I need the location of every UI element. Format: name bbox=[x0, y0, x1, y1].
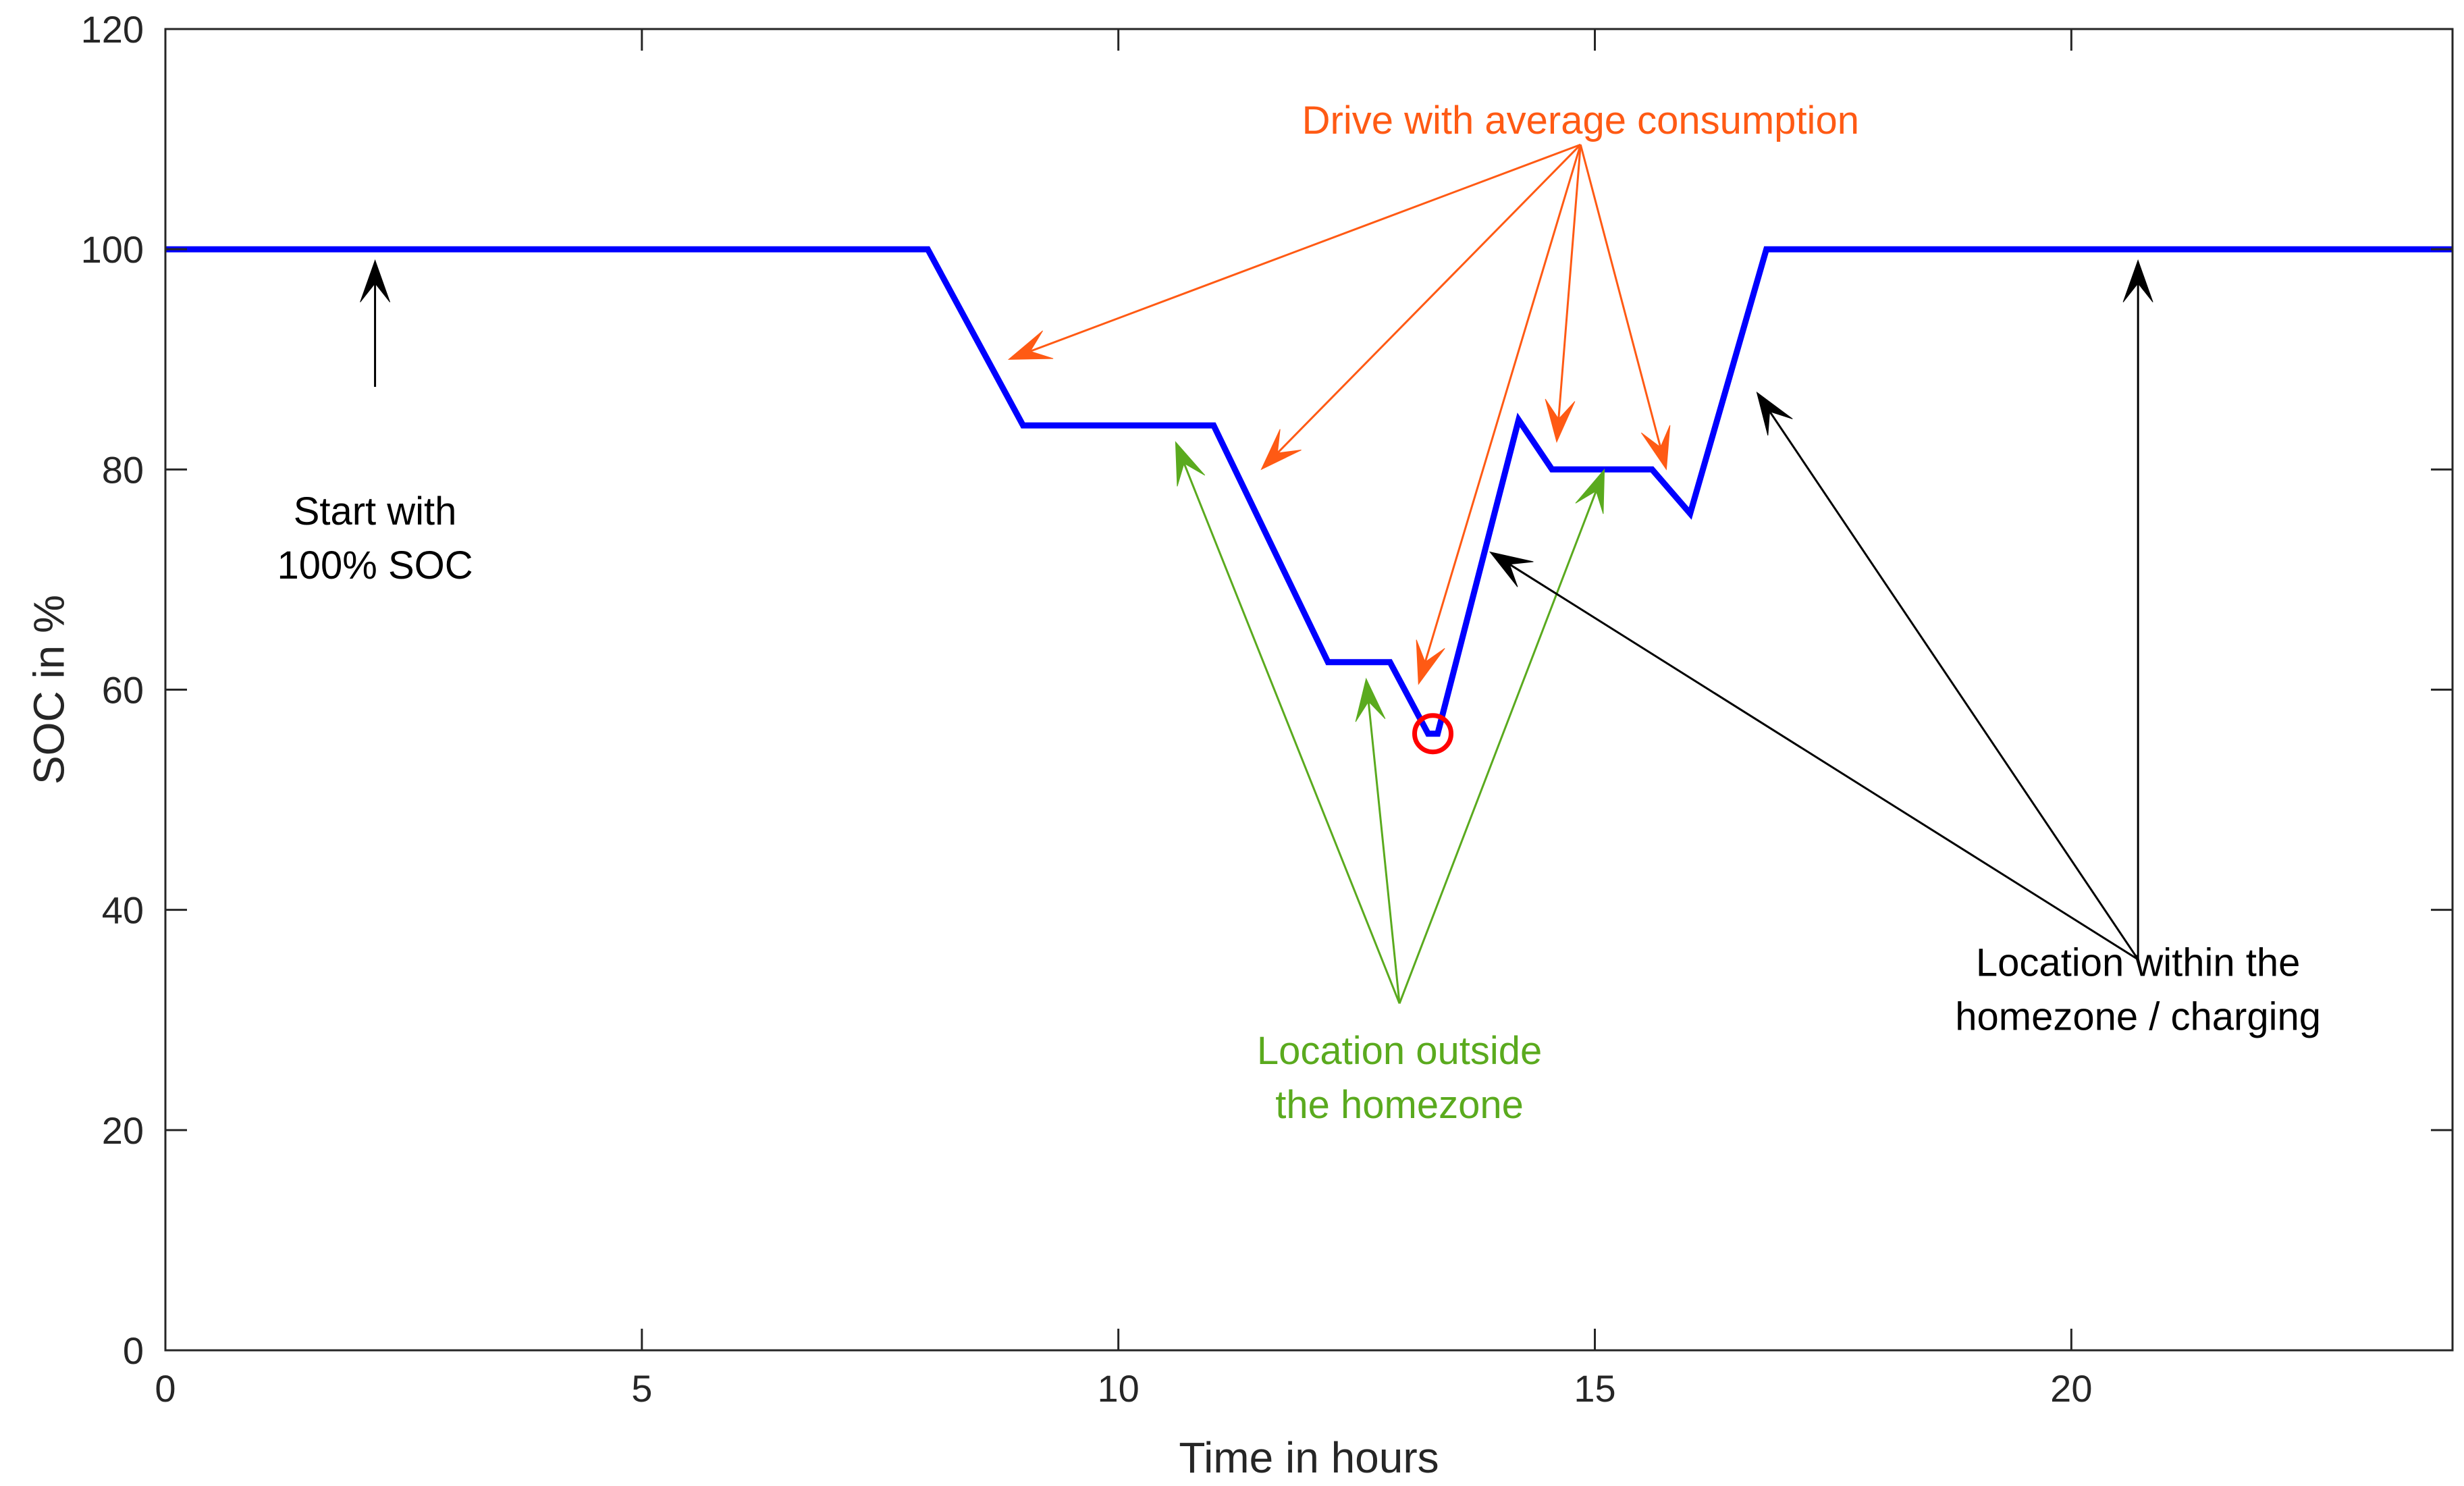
annotations: Start with 100% SOC Drive with average con… bbox=[277, 99, 2321, 1127]
arrow-within-3-head bbox=[2122, 259, 2153, 302]
arrow-within-2-head bbox=[1756, 391, 1793, 436]
annotation-start-label: Start with 100% SOC bbox=[277, 489, 473, 587]
axes: 0 5 10 15 20 0 20 40 60 80 100 120 bbox=[81, 8, 2454, 1410]
minimum-soc-marker bbox=[1412, 713, 1454, 755]
y-tick-label-120: 120 bbox=[81, 8, 144, 51]
arrow-drive-2-shaft bbox=[1277, 144, 1582, 454]
arrow-outside-2-shaft bbox=[1367, 701, 1401, 1004]
arrow-start-1 bbox=[360, 259, 391, 388]
annotation-drive-label: Drive with average consumption bbox=[1302, 99, 1859, 142]
y-tick-label-60: 60 bbox=[102, 669, 144, 712]
annotation-outside-line-1: Location outside bbox=[1257, 1029, 1542, 1073]
y-tick-label-40: 40 bbox=[102, 889, 144, 932]
plot-area bbox=[165, 246, 2453, 755]
arrow-drive-3-head bbox=[1416, 639, 1445, 685]
arrow-within-1-shaft bbox=[1509, 563, 2139, 961]
arrow-outside-1 bbox=[1175, 441, 1401, 1004]
arrow-outside-1-head bbox=[1175, 441, 1206, 487]
arrow-within-1 bbox=[1489, 551, 2139, 961]
y-tick-label-20: 20 bbox=[102, 1109, 144, 1152]
arrow-within-2-shaft bbox=[1769, 410, 2139, 960]
annotation-start-line-2: 100% SOC bbox=[277, 543, 473, 587]
arrow-drive-4 bbox=[1545, 144, 1582, 444]
series-line-soc bbox=[165, 246, 2453, 737]
y-tick-label-0: 0 bbox=[123, 1329, 144, 1372]
arrow-drive-2-head bbox=[1260, 429, 1302, 471]
arrow-outside-2-head bbox=[1355, 677, 1386, 722]
annotation-outside-line-2: the homezone bbox=[1275, 1083, 1524, 1127]
x-tick-label-0: 0 bbox=[155, 1367, 176, 1410]
arrow-within-1-head bbox=[1489, 551, 1534, 587]
arrow-outside-2 bbox=[1355, 677, 1401, 1004]
y-tick-label-100: 100 bbox=[81, 228, 144, 271]
annotation-within-line-1: Location within the bbox=[1976, 941, 2300, 985]
arrow-drive-1-shaft bbox=[1029, 143, 1581, 352]
arrow-outside-3-shaft bbox=[1398, 490, 1597, 1004]
arrow-drive-4-shaft bbox=[1557, 144, 1582, 419]
x-axis-title: Time in hours bbox=[1179, 1433, 1439, 1482]
y-tick-label-80: 80 bbox=[102, 448, 144, 491]
axes-box bbox=[164, 28, 2454, 1352]
arrow-start-1-head bbox=[360, 259, 391, 302]
arrow-outside-1-shaft bbox=[1183, 462, 1401, 1004]
x-tick-label-15: 15 bbox=[1574, 1367, 1615, 1410]
x-tick-label-5: 5 bbox=[631, 1367, 652, 1410]
arrow-drive-4-head bbox=[1545, 398, 1576, 444]
arrow-within-2 bbox=[1756, 391, 2139, 960]
arrow-outside-3-head bbox=[1575, 468, 1605, 514]
annotation-outside-label: Location outside the homezone bbox=[1257, 1029, 1542, 1127]
arrow-drive-3 bbox=[1416, 144, 1582, 685]
x-tick-label-20: 20 bbox=[2050, 1367, 2092, 1410]
arrow-drive-2 bbox=[1260, 144, 1582, 471]
arrow-drive-3-shaft bbox=[1424, 144, 1582, 663]
arrow-drive-1-head bbox=[1007, 330, 1054, 360]
arrow-drive-5-shaft bbox=[1579, 144, 1662, 448]
arrow-within-3 bbox=[2122, 259, 2153, 960]
arrow-outside-3 bbox=[1398, 468, 1605, 1004]
arrow-drive-5-head bbox=[1640, 425, 1671, 471]
annotation-within-label: Location within the homezone / charging bbox=[1955, 941, 2321, 1039]
arrow-drive-5 bbox=[1579, 144, 1671, 471]
annotation-start-line-1: Start with bbox=[294, 489, 457, 533]
annotation-within-line-2: homezone / charging bbox=[1955, 995, 2321, 1039]
arrow-drive-1 bbox=[1007, 143, 1581, 360]
x-tick-label-10: 10 bbox=[1098, 1367, 1140, 1410]
y-axis-title: SOC in % bbox=[24, 595, 73, 785]
annotation-drive-line-1: Drive with average consumption bbox=[1302, 99, 1859, 142]
